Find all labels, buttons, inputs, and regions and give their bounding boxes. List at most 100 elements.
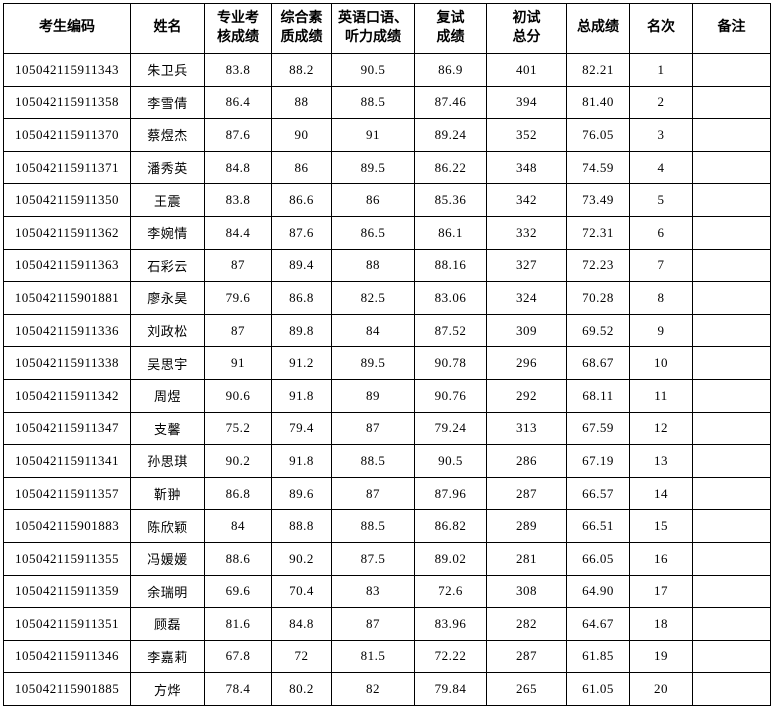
cell-name: 蔡煜杰 [130,118,205,152]
cell-candidate-id: 105042115911362 [3,215,131,250]
table-row: 105042115911350 王震 83.8 86.6 86 85.36 342 73.49… [3,183,771,217]
cell-retest-score: 90.78 [414,346,487,380]
cell-english-score: 90.5 [331,53,415,87]
cell-initial-total: 309 [486,313,567,348]
column-header-total-score: 总成绩 [566,3,630,54]
cell-comprehensive-score: 72 [271,639,332,674]
table-row: 105042115911371 潘秀英 84.8 86 89.5 86.22 348 74.5… [3,150,771,185]
cell-english-score: 88.5 [331,85,415,120]
cell-rank: 6 [629,215,693,250]
cell-retest-score: 88.16 [414,248,487,283]
cell-initial-total: 287 [486,639,567,674]
cell-total-score: 61.05 [566,672,630,706]
cell-name: 吴思宇 [130,346,205,380]
cell-remark [692,118,771,152]
cell-candidate-id: 105042115911341 [3,444,131,478]
cell-rank: 14 [629,476,693,511]
cell-candidate-id: 105042115911346 [3,639,131,674]
cell-remark [692,378,771,413]
cell-name: 李嘉莉 [130,639,205,674]
cell-name: 潘秀英 [130,150,205,185]
cell-initial-total: 352 [486,118,567,152]
cell-comprehensive-score: 90 [271,118,332,152]
cell-retest-score: 72.6 [414,574,487,609]
cell-comprehensive-score: 86 [271,150,332,185]
cell-initial-total: 332 [486,215,567,250]
cell-name: 王震 [130,183,205,217]
cell-total-score: 61.85 [566,639,630,674]
cell-name: 靳翀 [130,476,205,511]
cell-rank: 3 [629,118,693,152]
cell-remark [692,476,771,511]
column-header-rank: 名次 [629,3,693,54]
cell-professional-score: 78.4 [204,672,272,706]
cell-english-score: 82.5 [331,281,415,315]
cell-professional-score: 67.8 [204,639,272,674]
cell-candidate-id: 105042115911370 [3,118,131,152]
cell-name: 石彩云 [130,248,205,283]
cell-total-score: 73.49 [566,183,630,217]
cell-name: 方烨 [130,672,205,706]
cell-english-score: 89.5 [331,346,415,380]
cell-initial-total: 401 [486,53,567,87]
cell-name: 支馨 [130,411,205,446]
cell-english-score: 84 [331,313,415,348]
cell-comprehensive-score: 88.2 [271,53,332,87]
cell-remark [692,346,771,380]
table-row: 105042115911362 李婉情 84.4 87.6 86.5 86.1 332 72.… [3,215,771,250]
cell-comprehensive-score: 90.2 [271,541,332,576]
cell-total-score: 68.67 [566,346,630,380]
column-header-remark: 备注 [692,3,771,54]
cell-initial-total: 324 [486,281,567,315]
cell-rank: 5 [629,183,693,217]
cell-candidate-id: 105042115911351 [3,607,131,641]
cell-candidate-id: 105042115911350 [3,183,131,217]
cell-professional-score: 87 [204,248,272,283]
column-header-retest-score: 复试 成绩 [414,3,487,54]
cell-english-score: 87 [331,607,415,641]
cell-total-score: 66.51 [566,509,630,543]
table-row: 105042115911347 支馨 75.2 79.4 87 79.24 313 67.59… [3,411,771,446]
cell-remark [692,150,771,185]
cell-rank: 17 [629,574,693,609]
cell-candidate-id: 105042115901883 [3,509,131,543]
cell-english-score: 89.5 [331,150,415,185]
cell-remark [692,411,771,446]
cell-english-score: 87 [331,476,415,511]
cell-total-score: 68.11 [566,378,630,413]
table-row: 105042115911358 李雪倩 86.4 88 88.5 87.46 394 81.4… [3,85,771,120]
cell-rank: 9 [629,313,693,348]
cell-remark [692,444,771,478]
column-header-initial-total: 初试 总分 [486,3,567,54]
cell-name: 李雪倩 [130,85,205,120]
cell-retest-score: 85.36 [414,183,487,217]
cell-rank: 15 [629,509,693,543]
table-row: 105042115911336 刘政松 87 89.8 84 87.52 309 69.52 9 [3,313,771,348]
cell-total-score: 67.59 [566,411,630,446]
cell-comprehensive-score: 89.6 [271,476,332,511]
cell-candidate-id: 105042115911343 [3,53,131,87]
cell-professional-score: 90.6 [204,378,272,413]
cell-english-score: 81.5 [331,639,415,674]
cell-remark [692,53,771,87]
table-row: 105042115911363 石彩云 87 89.4 88 88.16 327 72.23 7 [3,248,771,283]
cell-total-score: 74.59 [566,150,630,185]
cell-english-score: 88.5 [331,444,415,478]
cell-name: 孙思琪 [130,444,205,478]
cell-rank: 4 [629,150,693,185]
cell-candidate-id: 105042115911359 [3,574,131,609]
cell-total-score: 64.67 [566,607,630,641]
cell-total-score: 72.31 [566,215,630,250]
cell-rank: 11 [629,378,693,413]
table-row: 105042115901881 廖永昊 79.6 86.8 82.5 83.06 324 70… [3,281,771,315]
table-row: 105042115911351 顾磊 81.6 84.8 87 83.96 282 64.67… [3,607,771,641]
cell-initial-total: 313 [486,411,567,446]
cell-name: 朱卫兵 [130,53,205,87]
table-row: 105042115911346 李嘉莉 67.8 72 81.5 72.22 287 61.8… [3,639,771,674]
cell-retest-score: 83.96 [414,607,487,641]
cell-comprehensive-score: 70.4 [271,574,332,609]
cell-rank: 12 [629,411,693,446]
cell-remark [692,281,771,315]
cell-retest-score: 87.46 [414,85,487,120]
